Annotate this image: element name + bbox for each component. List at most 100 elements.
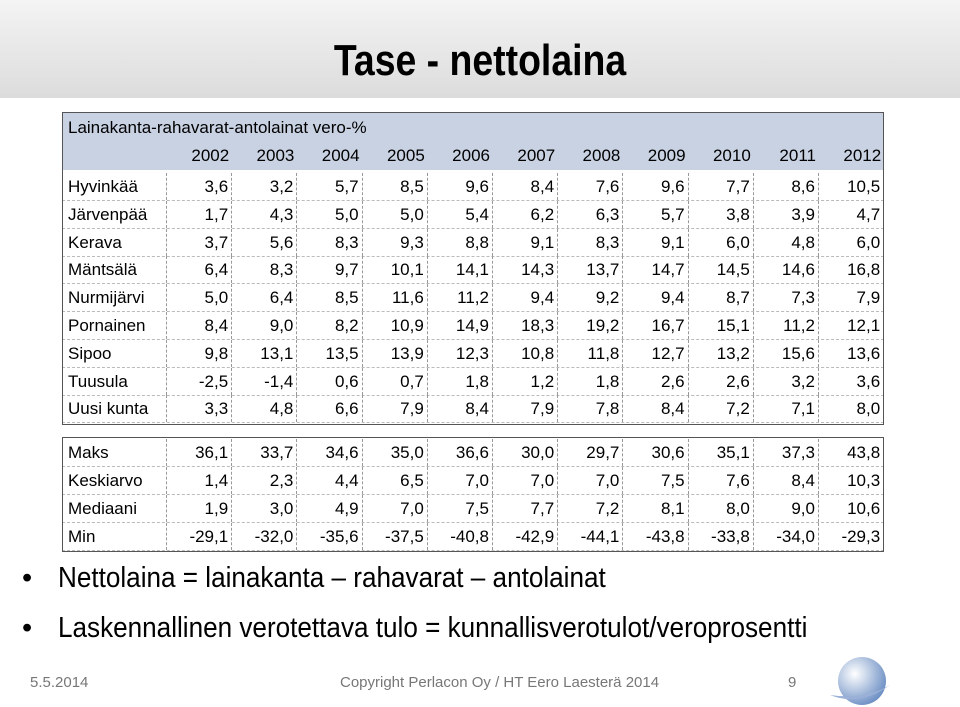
column-header: 2009 — [647, 146, 686, 165]
cell: 4,8 — [232, 395, 298, 423]
cell: 10,1 — [363, 256, 428, 284]
cell: 5,4 — [428, 200, 493, 228]
cell: -29,1 — [167, 522, 233, 550]
cell: 8,4 — [754, 467, 819, 494]
table-row — [62, 284, 884, 313]
cell: 5,7 — [297, 173, 363, 200]
cell: 8,3 — [558, 228, 624, 256]
cell: 7,0 — [493, 467, 559, 494]
cell: 36,6 — [428, 439, 493, 467]
cell: 7,5 — [623, 467, 689, 494]
cell: -42,9 — [493, 522, 559, 550]
column-header: 2006 — [452, 146, 490, 165]
cell: 8,4 — [493, 173, 559, 200]
row-label: Kerava — [62, 228, 167, 256]
cell: 1,9 — [167, 494, 233, 522]
cell: 9,8 — [167, 339, 233, 367]
column-header: 2002 — [191, 146, 230, 165]
table-caption: Lainakanta-rahavarat-antolainat vero-% — [68, 118, 367, 137]
row-label: Tuusula — [62, 367, 167, 395]
cell: 8,8 — [428, 228, 493, 256]
cell: 11,6 — [363, 284, 428, 312]
footer-copyright: Copyright Perlacon Oy / HT Eero Laesterä… — [340, 674, 660, 691]
cell: 8,6 — [754, 173, 819, 200]
cell: 35,1 — [689, 439, 754, 467]
cell: -43,8 — [623, 522, 689, 550]
row-label: Mediaani — [62, 494, 167, 522]
cell: 3,3 — [167, 395, 233, 423]
cell: 6,4 — [232, 284, 298, 312]
cell: -32,0 — [232, 522, 298, 550]
cell: 9,6 — [623, 173, 689, 200]
cell: 8,4 — [428, 395, 493, 423]
row-label: Hyvinkää — [62, 173, 167, 200]
cell: 8,4 — [167, 312, 233, 339]
cell: 7,5 — [428, 494, 493, 522]
cell: -2,5 — [167, 367, 233, 395]
logo — [830, 657, 890, 705]
cell: 33,7 — [232, 439, 298, 467]
cell: 12,3 — [428, 339, 493, 367]
cell: 9,3 — [363, 228, 428, 256]
cell: 1,4 — [167, 467, 233, 494]
row-label: Sipoo — [62, 339, 167, 367]
cell: 37,3 — [754, 439, 819, 467]
cell: 7,3 — [754, 284, 819, 312]
column-header: 2007 — [517, 146, 556, 165]
cell: 19,2 — [558, 312, 624, 339]
cell: 18,3 — [493, 312, 559, 339]
cell: 36,1 — [167, 439, 233, 467]
cell: 3,2 — [754, 367, 819, 395]
cell: 4,3 — [232, 200, 298, 228]
cell: 6,5 — [363, 467, 428, 494]
cell: 9,4 — [623, 284, 689, 312]
table-row — [62, 340, 884, 368]
cell: 8,0 — [689, 494, 754, 522]
table-row — [62, 439, 884, 468]
cell: 6,4 — [167, 256, 233, 284]
cell: 15,1 — [689, 312, 754, 339]
cell: 5,6 — [232, 228, 298, 256]
cell: 11,2 — [428, 284, 493, 312]
cell: -35,6 — [297, 522, 363, 550]
cell: -1,4 — [232, 367, 298, 395]
bullet-text: Laskennallinen verotettava tulo = kunnal… — [58, 612, 808, 644]
row-label: Mäntsälä — [62, 256, 167, 284]
cell: 14,7 — [623, 256, 689, 284]
cell: 5,0 — [167, 284, 233, 312]
table-row — [62, 368, 884, 396]
cell: 2,6 — [689, 367, 754, 395]
cell: 13,9 — [363, 339, 428, 367]
cell: 8,5 — [297, 284, 363, 312]
cell: -44,1 — [558, 522, 624, 550]
page-number: 9 — [788, 674, 797, 691]
bullet-text: Nettolaina = lainakanta – rahavarat – an… — [58, 562, 606, 594]
table: Lainakanta-rahavarat-antolainat vero-% 20… — [62, 112, 885, 553]
cell: 34,6 — [297, 439, 363, 467]
cell: 15,6 — [754, 339, 819, 367]
row-label: Maks — [62, 439, 167, 467]
column-header: 2005 — [386, 146, 425, 165]
cell: 8,5 — [363, 173, 428, 200]
cell: 4,4 — [297, 467, 363, 494]
footer-date: 5.5.2014 — [30, 674, 89, 691]
column-header: 2008 — [582, 146, 621, 165]
row-label: Keskiarvo — [62, 467, 167, 494]
table-row — [62, 229, 884, 257]
cell: 13,2 — [689, 339, 754, 367]
cell: 7,8 — [558, 395, 624, 423]
cell: 5,0 — [297, 200, 363, 228]
cell: 16,7 — [623, 312, 689, 339]
cell: 4,8 — [754, 228, 819, 256]
table-row — [62, 312, 884, 340]
cell: 14,3 — [493, 256, 559, 284]
cell: 0,6 — [297, 367, 363, 395]
cell: 7,2 — [689, 395, 754, 423]
cell: 7,0 — [558, 467, 624, 494]
cell: 7,6 — [689, 467, 754, 494]
cell: 14,5 — [689, 256, 754, 284]
cell: 8,4 — [623, 395, 689, 423]
column-header: 2011 — [779, 146, 816, 165]
cell: 3,6 — [167, 173, 233, 200]
